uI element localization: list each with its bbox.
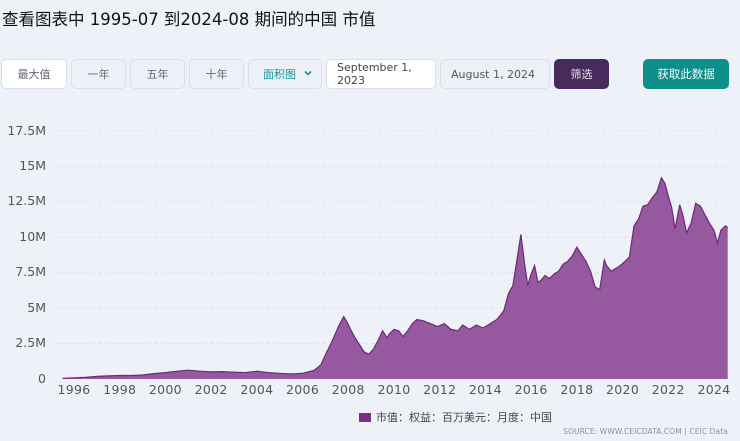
x-tick: 2016: [514, 382, 548, 397]
get-data-button[interactable]: 获取此数据: [643, 59, 729, 89]
x-tick: 2006: [286, 382, 320, 397]
area-series-line: [62, 176, 729, 379]
x-tick: 1996: [57, 382, 91, 397]
y-tick: 7.5M: [15, 264, 46, 279]
x-tick: 2024: [697, 382, 731, 397]
x-tick: 2000: [148, 382, 182, 397]
legend-label: 市值：权益：百万美元：月度：中国: [376, 411, 552, 424]
date-from-input[interactable]: September 1, 2023: [326, 59, 436, 89]
x-tick: 2004: [240, 382, 274, 397]
date-to-input[interactable]: August 1, 2024: [440, 59, 550, 89]
legend-swatch-icon: [359, 412, 371, 422]
y-tick: 5M: [27, 300, 46, 315]
x-tick: 2018: [560, 382, 594, 397]
range-max-button[interactable]: 最大值: [1, 59, 67, 89]
x-tick: 2008: [331, 382, 365, 397]
x-tick: 2022: [651, 382, 685, 397]
x-tick: 2010: [377, 382, 411, 397]
y-tick: 17.5M: [7, 123, 46, 138]
legend[interactable]: 市值：权益：百万美元：月度：中国: [359, 409, 552, 425]
area-series: [62, 177, 728, 379]
chart-type-value: 面积图: [263, 68, 296, 81]
y-tick: 2.5M: [15, 335, 46, 350]
range-5y-button[interactable]: 五年: [130, 59, 185, 89]
page-title: 查看图表中 1995-07 到2024-08 期间的中国 市值: [2, 10, 376, 29]
range-10y-button[interactable]: 十年: [189, 59, 244, 89]
filter-button[interactable]: 筛选: [554, 59, 609, 89]
x-tick: 2002: [194, 382, 228, 397]
range-1y-button[interactable]: 一年: [71, 59, 126, 89]
chevron-down-icon: [304, 70, 312, 76]
y-tick: 15M: [19, 158, 46, 173]
y-tick: 0: [38, 371, 46, 386]
x-tick: 2020: [606, 382, 640, 397]
grid-lines: [56, 130, 730, 345]
x-tick: 1998: [103, 382, 137, 397]
chart-type-select[interactable]: 面积图: [248, 59, 322, 89]
x-tick: 2014: [468, 382, 502, 397]
source-credit: SOURCE: WWW.CEICDATA.COM | CEIC Data: [563, 427, 728, 436]
x-tick: 2012: [423, 382, 457, 397]
y-tick: 12.5M: [7, 193, 46, 208]
y-tick: 10M: [19, 229, 46, 244]
